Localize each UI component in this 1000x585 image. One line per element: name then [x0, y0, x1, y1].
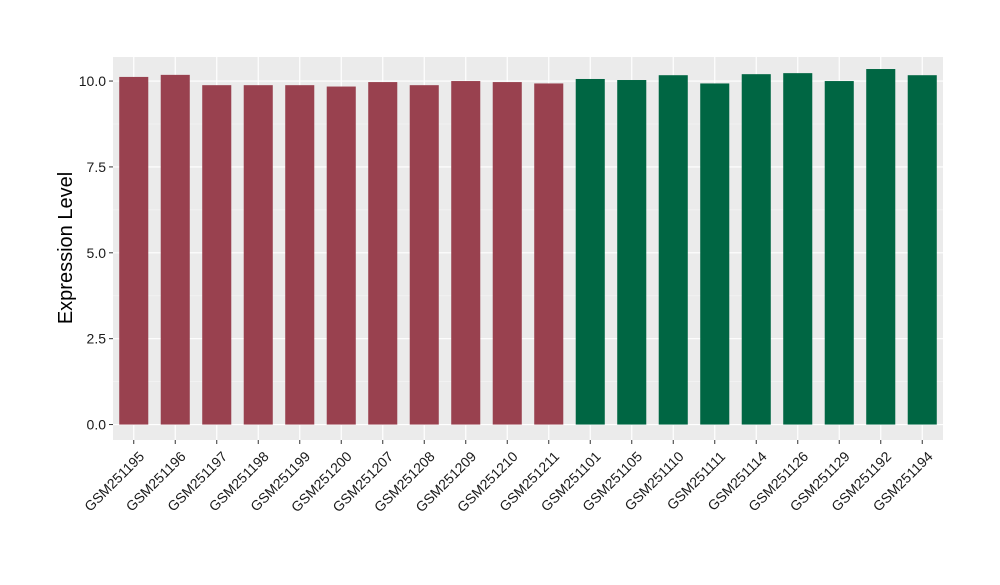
bar-GSM251192	[866, 69, 896, 425]
y-axis: 0.0 2.5 5.0 7.5 10.0	[79, 73, 113, 433]
bar-GSM251210	[492, 82, 522, 425]
bar-GSM251195	[119, 76, 149, 425]
bar-GSM251197	[202, 85, 232, 425]
plot-panel	[113, 57, 943, 440]
bar-GSM251200	[326, 86, 356, 425]
bars	[119, 69, 937, 425]
bar-GSM251111	[700, 83, 730, 425]
bar-GSM251199	[285, 85, 315, 425]
bar-GSM251129	[824, 81, 854, 425]
bar-GSM251114	[741, 74, 771, 425]
bar-GSM251101	[575, 78, 605, 425]
y-axis-title: Expression Level	[55, 172, 77, 324]
bar-GSM251126	[783, 73, 813, 425]
y-tick-label: 10.0	[79, 73, 106, 89]
bar-GSM251207	[368, 82, 398, 425]
bar-GSM251211	[534, 83, 564, 425]
bar-GSM251196	[160, 74, 190, 425]
bar-GSM251194	[907, 75, 937, 425]
bar-GSM251209	[451, 81, 481, 425]
bar-GSM251208	[409, 85, 439, 425]
bar-GSM251110	[658, 75, 688, 425]
x-axis: GSM251195GSM251196GSM251197GSM251198GSM2…	[81, 440, 936, 515]
y-tick-label: 5.0	[87, 245, 107, 261]
y-tick-label: 2.5	[87, 331, 107, 347]
y-tick-label: 0.0	[87, 417, 107, 433]
y-tick-label: 7.5	[87, 159, 107, 175]
bar-GSM251105	[617, 80, 647, 425]
bar-GSM251198	[243, 85, 273, 425]
